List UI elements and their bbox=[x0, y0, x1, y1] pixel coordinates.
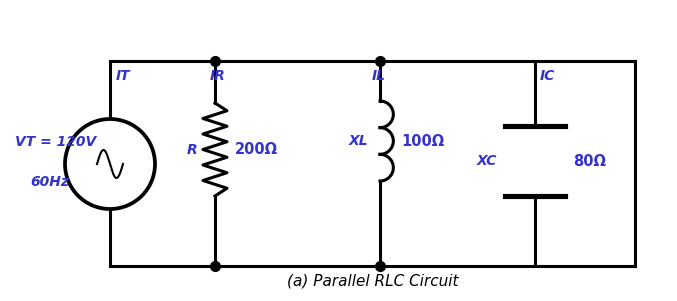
Text: XL: XL bbox=[349, 134, 368, 148]
Text: 80Ω: 80Ω bbox=[573, 154, 606, 169]
Text: IR: IR bbox=[210, 69, 225, 83]
Text: (a) Parallel RLC Circuit: (a) Parallel RLC Circuit bbox=[287, 274, 458, 289]
Text: XC: XC bbox=[477, 154, 497, 168]
Text: IT: IT bbox=[116, 69, 131, 83]
Text: VT = 120V: VT = 120V bbox=[15, 135, 96, 149]
Text: IC: IC bbox=[540, 69, 555, 83]
Text: 200Ω: 200Ω bbox=[235, 142, 278, 157]
Text: 100Ω: 100Ω bbox=[401, 134, 445, 148]
Text: 60Hz: 60Hz bbox=[30, 175, 69, 189]
Text: IL: IL bbox=[372, 69, 386, 83]
Text: R: R bbox=[186, 142, 197, 157]
